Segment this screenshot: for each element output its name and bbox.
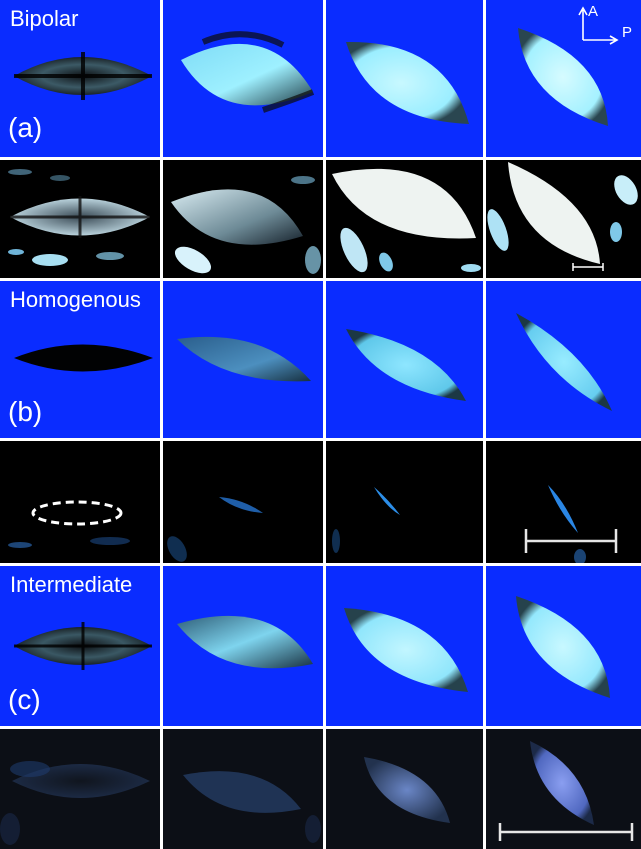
row-b2-panel-3 — [326, 441, 483, 563]
droplet — [181, 43, 313, 106]
droplet — [346, 329, 466, 401]
droplet — [344, 608, 468, 692]
row-a2-panel-2 — [163, 160, 323, 278]
analyzer-arrow-icon — [578, 6, 588, 40]
polarizer-label: P — [622, 24, 633, 41]
droplet — [177, 615, 313, 669]
droplet — [346, 41, 469, 124]
droplet — [516, 596, 610, 698]
droplet — [14, 344, 153, 372]
polarizer-arrow-icon — [583, 35, 619, 45]
row-c2-panel-3 — [326, 729, 483, 849]
row-b-panel-1: Homogenous (b) — [0, 281, 160, 438]
droplet — [219, 497, 263, 513]
row-a-panel-1: Bipolar (a) — [0, 0, 160, 157]
dashed-outline-icon — [31, 500, 123, 526]
droplet — [548, 485, 578, 533]
row-c-panel-1: Intermediate (c) — [0, 566, 160, 726]
droplet — [364, 757, 450, 823]
row-b-panel-2 — [163, 281, 323, 438]
row-c2-panel-2 — [163, 729, 323, 849]
row-a-panel-2 — [163, 0, 323, 157]
scale-bar-icon — [572, 263, 604, 271]
droplet — [508, 162, 600, 264]
droplet — [516, 313, 612, 411]
row-a2-panel-1 — [0, 160, 160, 278]
droplet — [332, 168, 476, 239]
droplet — [183, 771, 301, 813]
row-a-panel-3 — [326, 0, 483, 157]
row-c-panel-3 — [326, 566, 483, 726]
row-b-panel-3 — [326, 281, 483, 438]
row-b2-panel-4 — [486, 441, 641, 563]
droplet — [374, 487, 400, 515]
row-c2-panel-4 — [486, 729, 641, 849]
row-b2-panel-1 — [0, 441, 160, 563]
droplet — [177, 336, 311, 382]
row-c-panel-2 — [163, 566, 323, 726]
droplet — [518, 28, 608, 126]
analyzer-label: A — [588, 3, 599, 20]
row-a2-panel-3 — [326, 160, 483, 278]
droplet — [171, 189, 303, 245]
scale-bar-icon — [524, 529, 618, 553]
row-a-panel-4: A P — [486, 0, 641, 157]
row-b-panel-4 — [486, 281, 641, 438]
row-a2-panel-4 — [486, 160, 641, 278]
row-c-panel-4 — [486, 566, 641, 726]
scale-bar-icon — [498, 823, 634, 841]
row-b2-panel-2 — [163, 441, 323, 563]
row-c2-panel-1 — [0, 729, 160, 849]
droplet — [530, 741, 594, 825]
